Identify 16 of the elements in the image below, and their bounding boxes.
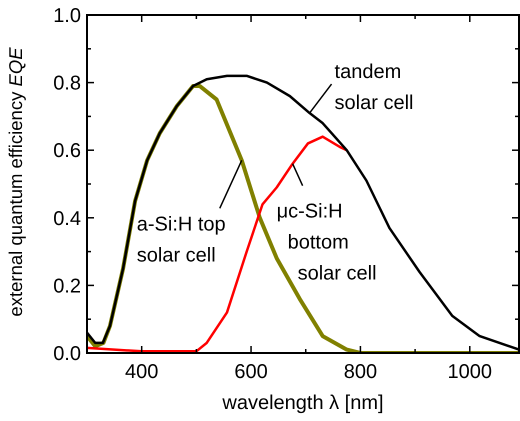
y-tick-label: 1.0 xyxy=(53,5,81,27)
y-axis-title: external quantum efficiency EQE xyxy=(5,46,26,317)
y-tick-label: 0.0 xyxy=(53,343,81,365)
y-tick-label: 0.8 xyxy=(53,72,81,95)
x-tick-label: 400 xyxy=(124,361,158,383)
y-tick-label: 0.4 xyxy=(53,208,81,230)
y-tick-label: 0.2 xyxy=(53,275,81,298)
annotation: μc-Si:H bottom solar cell xyxy=(276,200,377,285)
x-axis-title: wavelength λ [nm] xyxy=(221,392,384,414)
x-tick-label: 1000 xyxy=(448,361,492,383)
x-tick-label: 800 xyxy=(344,361,378,383)
annotation: tandem solar cell xyxy=(334,61,414,114)
x-tick-label: 600 xyxy=(234,361,268,383)
line-series xyxy=(87,135,348,353)
annotation: a-Si:H top solar cell xyxy=(136,213,226,266)
y-tick-label: 0.6 xyxy=(53,140,81,162)
